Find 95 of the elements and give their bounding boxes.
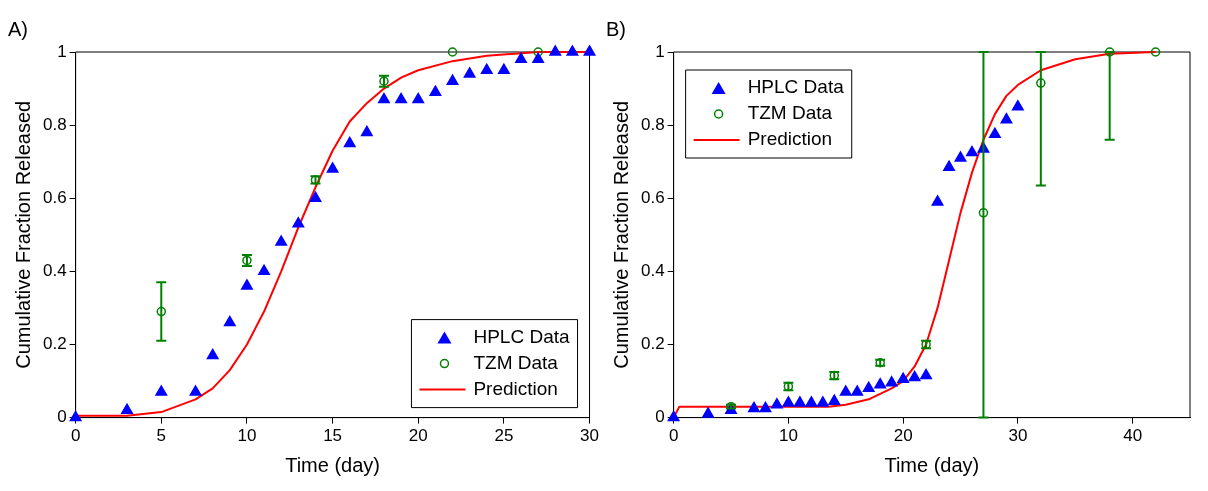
x-tick-label: 0 xyxy=(668,426,679,446)
point xyxy=(533,47,543,57)
legend-label: HPLC Data xyxy=(473,325,570,347)
point xyxy=(1150,47,1161,57)
x-tick-label: 40 xyxy=(1123,426,1143,446)
x-axis-title: Time (day) xyxy=(285,453,380,476)
point xyxy=(885,376,898,387)
point xyxy=(920,368,933,380)
x-tick-label: 5 xyxy=(156,426,167,446)
point xyxy=(566,45,579,56)
y-tick-label: 0.4 xyxy=(640,261,665,281)
legend-label: TZM Data xyxy=(473,351,559,373)
y-tick-label: 0.8 xyxy=(640,114,665,134)
point xyxy=(931,195,944,206)
point xyxy=(667,410,680,422)
point xyxy=(549,45,562,56)
point xyxy=(908,370,921,382)
point xyxy=(155,385,168,396)
point xyxy=(782,396,795,407)
y-tick-label: 0.2 xyxy=(42,334,67,354)
y-tick-label: 0 xyxy=(655,407,665,427)
legend-label: Prediction xyxy=(747,128,833,150)
y-tick-label: 0 xyxy=(57,407,67,427)
point xyxy=(69,410,82,422)
point xyxy=(223,315,236,327)
point xyxy=(759,401,772,413)
point xyxy=(532,52,545,64)
point xyxy=(805,396,818,407)
legend-label: TZM Data xyxy=(747,102,833,124)
point xyxy=(897,372,910,383)
point xyxy=(839,385,852,396)
x-tick-label: 30 xyxy=(1008,426,1028,446)
y-axis-title: Cumulative Fraction Released xyxy=(11,100,34,369)
point xyxy=(121,403,133,415)
point xyxy=(206,348,219,360)
point xyxy=(446,74,459,85)
point xyxy=(378,92,390,104)
x-tick-label: 25 xyxy=(494,426,514,446)
y-tick-label: 0.4 xyxy=(42,261,67,281)
point xyxy=(954,151,967,162)
point xyxy=(862,381,875,393)
point xyxy=(793,396,806,407)
point xyxy=(702,407,714,418)
x-axis-title: Time (day) xyxy=(884,453,980,476)
point xyxy=(240,279,253,290)
chart-title: B) xyxy=(606,17,626,40)
point xyxy=(770,398,783,409)
point xyxy=(447,47,458,57)
x-tick-label: 20 xyxy=(893,426,913,446)
point xyxy=(978,208,989,218)
point xyxy=(1104,47,1115,57)
point xyxy=(275,235,288,246)
x-tick-label: 15 xyxy=(323,426,343,446)
point xyxy=(748,401,760,413)
point xyxy=(988,127,1001,139)
legend-label: Prediction xyxy=(473,377,558,399)
point xyxy=(1036,78,1046,88)
point xyxy=(966,145,978,157)
point xyxy=(1011,100,1024,111)
point xyxy=(343,136,356,148)
point xyxy=(292,217,305,228)
legend-label: HPLC Data xyxy=(747,76,845,98)
point xyxy=(412,92,425,104)
point xyxy=(874,377,887,389)
y-tick-label: 1 xyxy=(57,41,67,61)
point xyxy=(258,264,271,276)
x-tick-label: 30 xyxy=(580,426,600,446)
x-tick-label: 10 xyxy=(237,426,257,446)
y-axis-title: Cumulative Fraction Released xyxy=(609,100,632,369)
point xyxy=(1000,112,1013,124)
y-tick-label: 0.2 xyxy=(640,334,665,354)
point xyxy=(943,160,955,171)
point xyxy=(156,306,167,317)
x-tick-label: 0 xyxy=(70,426,81,446)
y-tick-label: 0.6 xyxy=(42,187,67,207)
y-tick-label: 0.8 xyxy=(42,114,67,134)
point xyxy=(189,385,202,396)
x-tick-label: 20 xyxy=(408,426,428,446)
point xyxy=(515,52,527,64)
x-tick-label: 10 xyxy=(778,426,798,446)
point xyxy=(326,162,339,173)
point xyxy=(828,394,841,405)
point xyxy=(429,85,442,96)
point xyxy=(497,63,510,75)
y-tick-label: 1 xyxy=(655,41,665,61)
y-tick-label: 0.6 xyxy=(640,187,665,207)
point xyxy=(463,67,476,78)
point xyxy=(309,191,322,202)
point xyxy=(851,385,864,396)
point xyxy=(480,63,493,75)
point xyxy=(360,125,373,137)
chart-title: A) xyxy=(8,17,28,40)
point xyxy=(583,45,596,56)
point xyxy=(395,92,408,104)
point xyxy=(816,396,829,407)
